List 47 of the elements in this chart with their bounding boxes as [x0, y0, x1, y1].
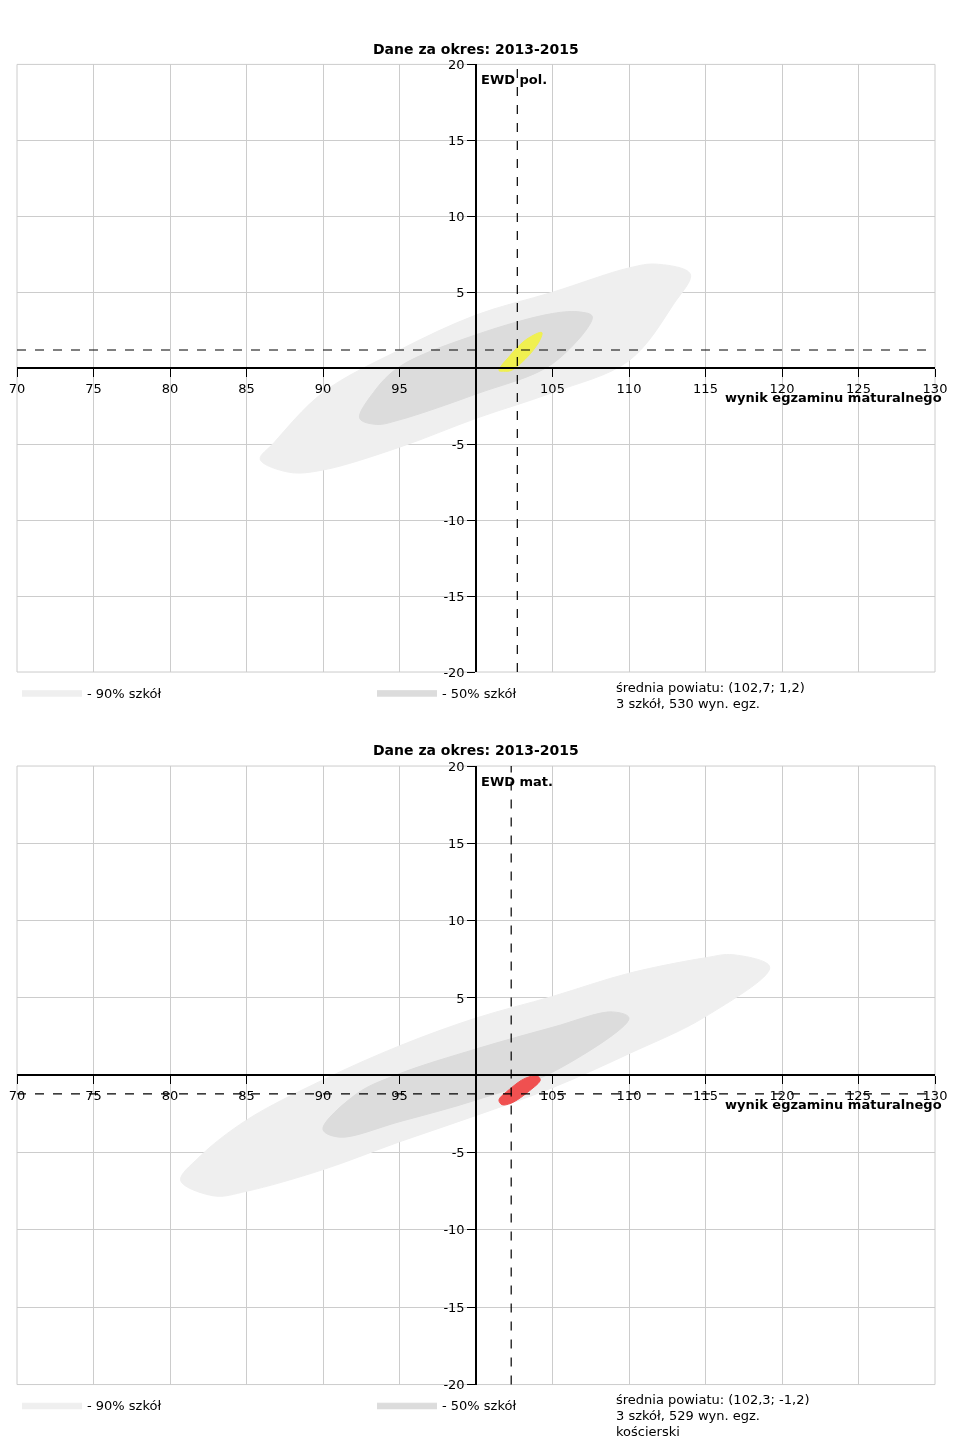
legend-label: - 90% szkół	[87, 685, 162, 701]
y-tick-label: 5	[456, 990, 465, 1006]
x-tick-label: 115	[693, 1087, 718, 1103]
x-tick-label: 110	[616, 1087, 642, 1103]
x-tick-label: 105	[540, 380, 565, 396]
x-tick-label: 90	[314, 380, 332, 396]
y-tick-label: -15	[443, 588, 465, 604]
y-axis-title: EWD pol.	[481, 72, 548, 87]
x-tick-label: 80	[161, 1087, 179, 1103]
y-tick-label: -15	[443, 1299, 465, 1315]
text: średnia powiatu: (102,3; -1,2)	[616, 1392, 810, 1407]
x-tick-label: 70	[8, 1087, 26, 1103]
x-tick-label: 130	[922, 1087, 948, 1103]
x-tick-label: 75	[85, 380, 102, 396]
legend-label: - 50% szkół	[442, 685, 517, 701]
y-tick-label: -10	[443, 512, 465, 528]
x-tick-label: 115	[693, 380, 718, 396]
y-tick-label: 15	[448, 132, 465, 148]
x-tick-label: 125	[846, 380, 871, 396]
x-tick-label: 80	[161, 380, 179, 396]
x-tick-label: 70	[8, 380, 26, 396]
legend-label: - 90% szkół	[87, 1398, 162, 1414]
y-tick-label: 15	[448, 835, 465, 851]
y-tick-label: -5	[451, 436, 465, 452]
y-tick-label: 20	[448, 758, 465, 774]
text: średnia powiatu: (102,7; 1,2)	[616, 680, 805, 695]
chart-title: Dane za okres: 2013-2015	[373, 742, 579, 758]
y-tick-label: -20	[443, 664, 465, 680]
y-tick-label: 10	[448, 913, 465, 929]
x-tick-label: 90	[314, 1087, 332, 1103]
x-tick-label: 95	[391, 380, 408, 396]
y-tick-label: -5	[451, 1145, 465, 1161]
y-tick-label: 5	[456, 284, 465, 300]
text: kościerski	[616, 1424, 680, 1439]
x-tick-label: 110	[616, 380, 642, 396]
text: 3 szkół, 530 wyn. egz.	[616, 696, 760, 711]
chart-title: Dane za okres: 2013-2015	[373, 41, 579, 57]
text: 3 szkół, 529 wyn. egz.	[616, 1408, 760, 1423]
x-tick-label: 85	[238, 380, 255, 396]
y-tick-label: 20	[448, 56, 465, 72]
y-tick-label: 10	[448, 208, 465, 224]
x-tick-label: 85	[238, 1087, 255, 1103]
y-tick-label: -10	[443, 1222, 465, 1238]
x-tick-label: 130	[922, 380, 948, 396]
y-axis-title: EWD mat.	[481, 774, 554, 789]
legend-label: - 50% szkół	[442, 1398, 517, 1414]
y-tick-label: -20	[443, 1377, 465, 1393]
